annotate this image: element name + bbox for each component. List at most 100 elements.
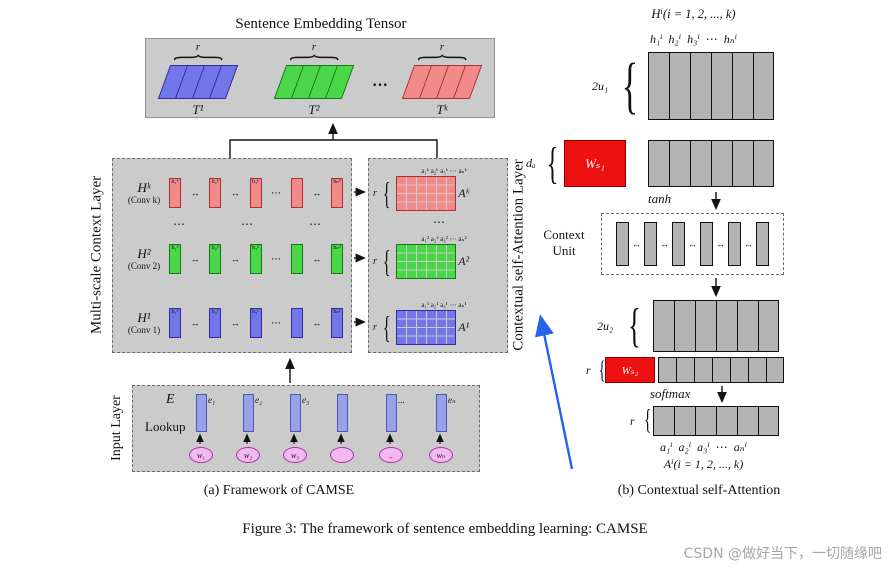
r-dim-label: r: [195, 41, 201, 53]
context-unit-column: [728, 222, 741, 266]
row-cells: h₁² ↔ h₂² ↔ h₃² ⋯ ↔ hₙ²: [167, 244, 345, 274]
out-brace-label: r: [630, 414, 635, 428]
overbrace-icon: {: [167, 53, 232, 62]
matrix-header: a₁ᵏ a₂ᵏ a₃ᵏ ⋯ aₙᵏ: [421, 167, 467, 175]
embedding-label: ...: [398, 395, 405, 405]
word-node: ..: [379, 447, 403, 463]
input-layer-label: Input Layer: [109, 395, 124, 461]
brace-da-label: dₐ: [526, 156, 536, 170]
matrix-label: Aᵏ: [458, 186, 469, 200]
tanh-label: tanh: [648, 191, 672, 206]
ws2-box: Wₛ₂: [605, 357, 655, 383]
softmax-label: softmax: [650, 386, 691, 401]
hidden-cell: [290, 244, 303, 274]
word-label: ..: [389, 450, 393, 460]
input-column: [330, 394, 354, 463]
overbrace-icon: {: [283, 53, 348, 62]
word-label: w₃: [290, 450, 300, 460]
embedding-vector: [435, 394, 447, 432]
context-unit-column: [644, 222, 657, 266]
e-label: E: [166, 392, 175, 407]
brace-icon: {: [382, 175, 391, 211]
attention-grid: [396, 244, 457, 279]
ws2-brace-icon: {: [598, 356, 606, 384]
context-unit-column: [700, 222, 713, 266]
attention-layer-box: a₁ᵏ a₂ᵏ a₃ᵏ ⋯ aₙᵏ r { Aᵏ ⋯ a₁² a₂² a₃² ⋯…: [368, 158, 508, 353]
hidden-cell: hₙᵏ: [331, 178, 343, 208]
word-node: wₙ: [429, 447, 453, 463]
word-label: w₂: [243, 450, 253, 460]
bidir-arrow-icon: ↔: [312, 188, 322, 198]
bidir-arrow-icon: ↔: [312, 318, 322, 328]
context-unit-box: ↔ ↔ ↔ ↔ ↔: [601, 213, 784, 275]
hidden-cell: h₁²: [169, 244, 181, 274]
bidir-arrow-icon: ↔: [632, 239, 641, 249]
word-node: w₂: [236, 447, 260, 463]
matrix-header: a₁¹ a₂¹ a₃¹ ⋯ aₙ¹: [421, 301, 467, 309]
embedding-vector: [289, 394, 301, 432]
context-row-k: Hᵏ (Conv k) h₁ᵏ ↔ h₂ᵏ ↔ h₃ᵏ ⋯ ↔ hₙᵏ: [121, 175, 345, 211]
bidir-arrow-icon: ↔: [688, 239, 697, 249]
tensor-label: T¹: [192, 102, 204, 117]
tensor-slices: [401, 65, 483, 99]
brace-2u2-label: 2u₂: [597, 319, 614, 333]
word-label: w₁: [196, 450, 206, 460]
bidir-arrow-icon: ↔: [230, 188, 240, 198]
watermark: CSDN @做好当下，一切随缘吧: [683, 546, 882, 562]
attention-matrix-2: a₁² a₂² a₃² ⋯ aₙ² r { A²: [373, 235, 505, 279]
embedding-vector: [195, 394, 207, 432]
b-bottom-label: Aⁱ(i = 1, 2, ..., k): [663, 457, 744, 471]
ws2-brace-label: r: [586, 363, 591, 377]
input-column: e₂ w₂: [236, 394, 263, 463]
hidden-cell: h₂¹: [209, 308, 222, 338]
context-row-1: H¹ (Conv 1) h₁¹ ↔ h₂¹ ↔ h₃¹ ⋯ ↔ hₙ¹: [121, 305, 345, 341]
row-label: H² (Conv 2): [121, 246, 167, 272]
context-output-grid: [653, 300, 779, 352]
overbrace-icon: {: [411, 53, 476, 62]
hidden-cell: h₃¹: [249, 308, 262, 338]
matrix-r-label: r: [373, 256, 377, 267]
row-subtitle: (Conv k): [127, 195, 161, 205]
row-cells: h₁ᵏ ↔ h₂ᵏ ↔ h₃ᵏ ⋯ ↔ hₙᵏ: [167, 178, 345, 208]
context-dots: ⋯ ⋯ ⋯: [173, 217, 321, 232]
context-unit-column: [672, 222, 685, 266]
out-brace-icon: {: [644, 405, 652, 436]
input-column: eₙ wₙ: [429, 394, 456, 463]
matrix-r-label: r: [373, 322, 377, 333]
merge-connector: [229, 139, 438, 158]
tensor-title: Sentence Embedding Tensor: [235, 16, 407, 32]
ellipsis: ⋯: [309, 217, 321, 231]
hidden-cell: hₙ²: [331, 244, 343, 274]
attention-matrix-k: a₁ᵏ a₂ᵏ a₃ᵏ ⋯ aₙᵏ r { Aᵏ: [373, 167, 505, 211]
row-title: H²: [137, 246, 151, 261]
brace-da-icon: {: [547, 138, 559, 188]
ws1-input-grid: [648, 140, 774, 187]
input-layer-box: E Lookup e₁ w₁ e₂ w₂ e₃ w₃ ... ..: [132, 385, 480, 472]
row-subtitle: (Conv 1): [127, 325, 161, 335]
blue-callout-arrow: [534, 314, 574, 470]
input-column: ... ..: [379, 394, 405, 463]
context-layer-box: Hᵏ (Conv k) h₁ᵏ ↔ h₂ᵏ ↔ h₃ᵏ ⋯ ↔ hₙᵏ ⋯ ⋯ …: [112, 158, 352, 353]
word-node: w₃: [283, 447, 307, 463]
row-subtitle: (Conv 2): [127, 261, 161, 271]
word-node: [330, 447, 354, 463]
input-column: e₁ w₁: [189, 394, 216, 463]
tensor-label: Tᵏ: [436, 102, 448, 117]
ellipsis: ⋯: [271, 253, 282, 265]
input-column: e₃ w₃: [283, 394, 309, 463]
matrix-header: a₁² a₂² a₃² ⋯ aₙ²: [421, 235, 467, 243]
context-unit-column: [756, 222, 769, 266]
word-label: wₙ: [436, 450, 446, 460]
bidir-arrow-icon: ↔: [230, 254, 240, 264]
b-a-row: a₁ⁱ a₂ⁱ a₃ⁱ ⋯ aₙⁱ: [659, 440, 748, 454]
bidir-arrow-icon: ↔: [744, 239, 753, 249]
tensor-label: T²: [308, 102, 320, 117]
tensor-slices: [273, 65, 355, 99]
embedding-label: e₂: [255, 395, 263, 405]
attention-matrix-1: a₁¹ a₂¹ a₃¹ ⋯ aₙ¹ r { A¹: [373, 301, 505, 345]
bidir-arrow-icon: ↔: [312, 254, 322, 264]
embedding-label: e₁: [208, 395, 216, 405]
word-node: w₁: [189, 447, 213, 463]
r-dim-label: r: [311, 41, 317, 53]
